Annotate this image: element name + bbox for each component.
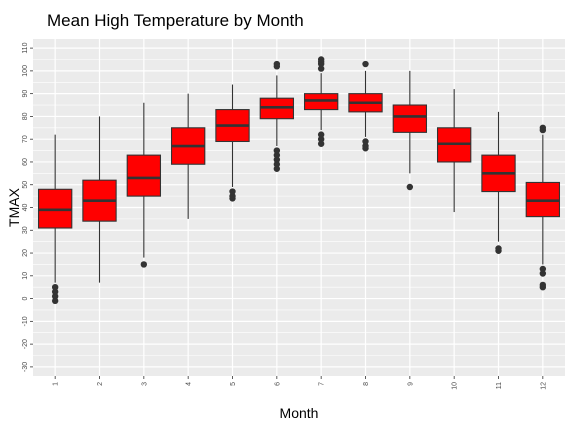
y-tick-label: 80 (22, 112, 29, 120)
outlier-point (539, 124, 547, 132)
outlier-point (273, 60, 281, 68)
box-month-4 (170, 93, 206, 219)
x-axis: 1 2 3 4 5 6 7 8 9 10 11 12 (53, 376, 547, 390)
y-tick-label: 90 (22, 90, 29, 98)
outlier-point (273, 165, 281, 172)
y-tick-label: 60 (22, 158, 29, 166)
outlier-point (51, 297, 59, 305)
y-tick-label: 50 (22, 181, 29, 189)
outlier-point (539, 265, 547, 273)
box-month-5 (215, 84, 250, 202)
outlier-point (140, 261, 148, 268)
outlier-point (229, 188, 236, 195)
x-tick-label: 11 (496, 382, 503, 389)
x-tick-label: 7 (319, 382, 326, 386)
x-tick-label: 4 (186, 382, 193, 386)
outlier-point (51, 283, 59, 291)
y-tick-label: 0 (22, 297, 29, 301)
box-month-10 (436, 89, 472, 213)
outlier-point (273, 156, 281, 163)
box-month-8 (348, 60, 383, 152)
x-tick-label: 2 (97, 382, 104, 386)
box-iqr (392, 104, 428, 133)
x-tick-label: 3 (141, 382, 148, 386)
y-tick-label: -20 (22, 339, 29, 349)
x-tick-label: 5 (230, 382, 237, 386)
y-tick-label: -30 (22, 362, 29, 372)
grid-lines (33, 39, 565, 376)
x-tick-label: 8 (363, 382, 370, 386)
outlier-point (273, 147, 281, 154)
outlier-point (317, 140, 325, 147)
x-tick-label: 12 (540, 382, 547, 390)
y-tick-label: 20 (22, 249, 29, 257)
outlier-point (317, 65, 325, 72)
y-tick-label: -10 (22, 316, 29, 326)
box-month-11 (481, 111, 516, 254)
x-tick-label: 6 (274, 382, 281, 386)
x-tick-label: 10 (452, 382, 459, 390)
x-tick-label: 1 (53, 382, 60, 386)
y-tick-label: 30 (22, 226, 29, 234)
outlier-point (362, 60, 369, 68)
outlier-point (362, 138, 369, 145)
box-month-12 (525, 124, 561, 291)
y-tick-label: 10 (22, 272, 29, 280)
y-tick-label: 40 (22, 204, 29, 212)
outlier-point (317, 56, 325, 63)
x-tick-label: 9 (407, 382, 414, 386)
outlier-point (273, 161, 281, 168)
outlier-point (495, 245, 502, 252)
box-month-6 (259, 60, 295, 172)
box-month-9 (392, 70, 428, 191)
y-axis-title: TMAX (6, 187, 22, 227)
chart-title: Mean High Temperature by Month (47, 11, 304, 30)
outlier-point (51, 288, 59, 295)
box-iqr (126, 154, 162, 197)
outlier-point (539, 270, 547, 277)
box-month-1 (37, 134, 73, 305)
outlier-point (317, 131, 325, 138)
x-axis-title: Month (280, 405, 319, 421)
outlier-point (362, 142, 369, 150)
y-axis: -30 -20 -10 0 10 20 30 40 50 60 70 80 90 100 110 (22, 42, 33, 372)
boxes (37, 56, 561, 305)
y-tick-label: 110 (22, 42, 29, 53)
outlier-point (229, 192, 236, 200)
box-month-3 (126, 102, 162, 268)
y-tick-label: 100 (22, 65, 29, 77)
outlier-point (317, 135, 325, 143)
outlier-point (539, 281, 547, 289)
y-tick-label: 70 (22, 135, 29, 143)
outlier-point (406, 183, 414, 191)
box-month-7 (303, 56, 339, 147)
box-month-2 (82, 116, 117, 283)
outlier-point (51, 293, 59, 300)
outlier-point (273, 151, 281, 159)
